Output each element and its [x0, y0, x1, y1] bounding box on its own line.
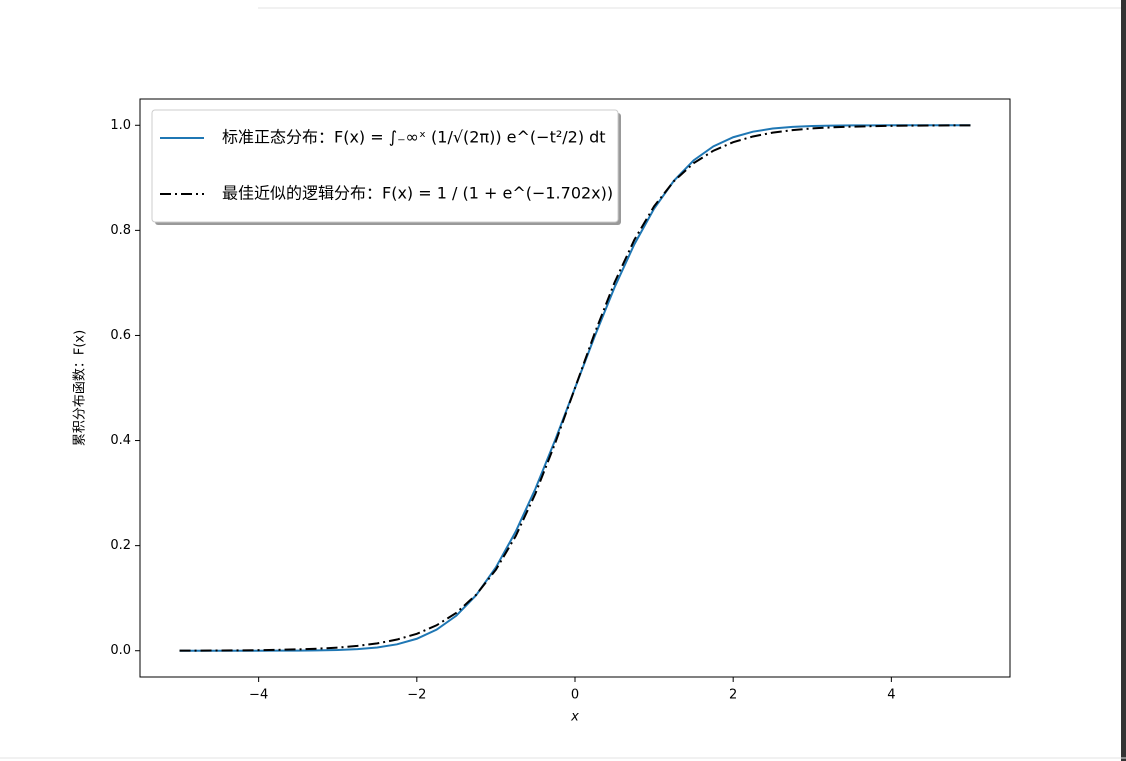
legend-label: 标准正态分布：F(x) = ∫₋∞ˣ (1/√(2π)) e^(−t²/2) d…: [222, 128, 606, 147]
x-tick-label: 4: [887, 688, 895, 703]
right-edge: [1121, 0, 1126, 761]
y-tick-label: 1.0: [110, 118, 131, 133]
x-tick-label: 2: [729, 688, 737, 703]
y-tick-label: 0.2: [110, 538, 131, 553]
series-line: [179, 124, 971, 652]
x-tick-label: −2: [407, 688, 426, 703]
x-axis-label: x: [570, 710, 579, 725]
y-tick-label: 0.8: [110, 223, 131, 238]
plot-frame: [139, 98, 1011, 678]
y-tick-label: 0.4: [110, 433, 131, 448]
x-tick-label: −4: [249, 688, 268, 703]
legend-label: 最佳近似的逻辑分布：F(x) = 1 / (1 + e^(−1.702x)): [222, 184, 613, 203]
y-tick-label: 0.6: [110, 328, 131, 343]
y-tick-label: 0.0: [110, 643, 131, 658]
x-tick-label: 0: [571, 688, 579, 703]
y-axis-label: 累积分布函数：F(x): [73, 330, 88, 446]
legend-box: [151, 109, 619, 223]
